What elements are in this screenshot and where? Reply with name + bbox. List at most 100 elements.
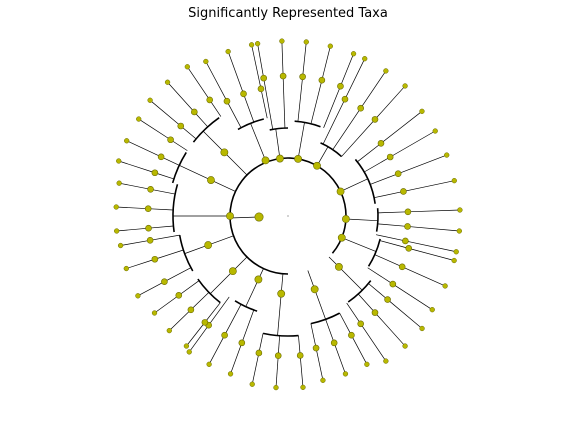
leaf-node [135,293,141,299]
clade-arc [375,208,379,232]
tree-node [310,285,319,294]
branch-edge [150,234,180,241]
leaf-node [203,58,209,65]
branch-edge [208,235,234,246]
branch-edge [120,239,151,246]
branch-edge [209,99,222,117]
tree-node [330,339,338,347]
leaf-node [432,128,438,134]
branch-edge [298,335,301,356]
tree-node [201,319,209,326]
tree-node [204,241,213,249]
branch-edge [208,296,230,326]
leaf-node [451,257,457,264]
branch-edge [407,226,460,232]
leaf-node [327,43,333,49]
leaf-node [273,384,279,391]
tree-node [146,237,154,244]
tree-node [377,140,385,147]
branch-edge [138,118,171,141]
tree-node [312,344,320,352]
tree-node [404,223,411,230]
branch-edge [251,44,262,89]
clade-arc [234,300,258,312]
branch-edge [390,130,436,158]
branch-edge [380,111,423,144]
branch-edge [360,70,387,109]
leaf-node [402,343,408,349]
leaf-node [124,138,130,144]
branch-edge [167,81,195,113]
root-point [287,215,289,217]
branch-edge [188,325,209,353]
tree-node [400,188,407,195]
tree-nodes [144,72,413,359]
branch-edge [360,323,387,362]
tree-node [279,72,287,80]
branch-edge [275,128,281,159]
leaf-node [166,327,172,334]
branch-edge [126,258,155,269]
tree-node [357,320,364,328]
branch-edge [370,173,399,185]
tree-node [223,97,231,105]
tree-node [394,170,402,178]
tree-node [371,116,379,123]
leaf-node [116,180,122,186]
branch-edge [202,130,225,153]
branch-edge [403,180,455,192]
leaf-node [249,381,255,387]
leaf-node [147,97,153,103]
clade-arc [171,151,187,184]
tree-leaves [113,38,463,391]
tree-node [151,169,159,177]
branch-edge [340,178,368,192]
branch-edge [357,293,376,313]
branch-edge [250,123,266,161]
tree-node [144,205,152,212]
tree-node [254,275,263,284]
branch-edge [374,191,404,199]
branch-edge [194,111,208,128]
tree-node [221,331,228,339]
leaf-node [442,283,448,289]
leaf-node [419,325,425,332]
leaf-node [254,41,261,47]
clade-arc [192,117,220,143]
branch-edge [332,108,361,150]
branch-edge [341,119,376,157]
branch-edge [374,85,406,120]
leaf-node [383,68,389,74]
branch-edge [277,335,280,356]
tree-node [402,237,409,245]
tree-node [255,349,263,357]
branch-edge [118,160,155,174]
branch-edge [186,322,206,347]
leaf-node [402,83,408,89]
leaf-node [114,228,120,234]
branch-edge [258,333,264,354]
tree-node [294,154,302,163]
tree-node [161,278,168,286]
branch-edge [315,347,324,381]
branch-edge [314,289,326,320]
leaf-node [362,56,368,62]
branch-edge [224,304,242,336]
tree-node [228,267,237,276]
branch-edge [408,248,455,261]
branch-edge [251,352,260,385]
branch-edge [375,234,406,242]
branch-edge [367,267,394,285]
branch-edge [187,66,211,101]
tree-node [341,95,349,103]
tree-edges [116,41,460,388]
branch-edge [180,125,197,140]
branch-edge [149,100,181,127]
branch-edge [150,188,176,195]
leaf-node [383,358,389,364]
branch-edge [154,249,184,260]
leaf-node [123,265,129,272]
branch-edge [402,266,446,287]
branch-edge [341,237,377,252]
